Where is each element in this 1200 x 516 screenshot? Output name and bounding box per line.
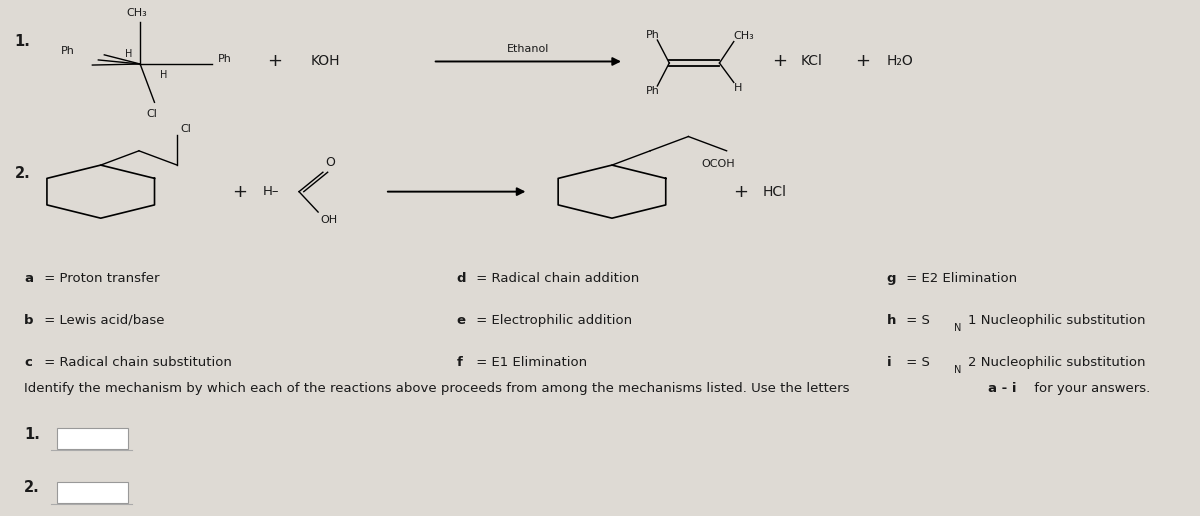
Text: e: e [457, 314, 466, 327]
Text: 1 Nucleophilic substitution: 1 Nucleophilic substitution [968, 314, 1145, 327]
Text: N: N [954, 323, 961, 333]
Text: f: f [457, 356, 462, 368]
Text: H: H [125, 49, 132, 59]
Text: Ph: Ph [646, 30, 660, 40]
Text: a - i: a - i [988, 382, 1016, 395]
Text: CH₃: CH₃ [126, 8, 146, 18]
Text: OH: OH [320, 215, 337, 225]
Text: Cl: Cl [181, 124, 192, 135]
FancyBboxPatch shape [56, 481, 128, 503]
Text: Cl: Cl [146, 109, 157, 119]
Text: H: H [733, 83, 742, 92]
Text: H: H [161, 70, 168, 80]
Text: 1.: 1. [24, 427, 40, 442]
Text: = Radical chain substitution: = Radical chain substitution [40, 356, 232, 368]
Text: +: + [772, 53, 787, 71]
Text: c: c [24, 356, 32, 368]
Text: = E2 Elimination: = E2 Elimination [902, 272, 1018, 285]
Text: KCl: KCl [800, 55, 822, 69]
FancyBboxPatch shape [56, 428, 128, 449]
Text: CH₃: CH₃ [733, 31, 755, 41]
Text: H₂O: H₂O [887, 55, 913, 69]
Text: = S: = S [902, 314, 930, 327]
Text: = E1 Elimination: = E1 Elimination [472, 356, 587, 368]
Text: N: N [954, 365, 961, 375]
Text: +: + [232, 183, 247, 201]
Text: = Proton transfer: = Proton transfer [40, 272, 160, 285]
Text: OCOH: OCOH [702, 159, 736, 169]
Text: d: d [457, 272, 466, 285]
Text: 2.: 2. [24, 480, 40, 495]
Text: 2.: 2. [14, 166, 30, 181]
Text: 1.: 1. [14, 34, 30, 49]
Text: HCl: HCl [762, 185, 786, 199]
Text: = Electrophilic addition: = Electrophilic addition [472, 314, 632, 327]
Text: Identify the mechanism by which each of the reactions above proceeds from among : Identify the mechanism by which each of … [24, 382, 854, 395]
Text: +: + [733, 183, 749, 201]
Text: +: + [268, 53, 283, 71]
Text: b: b [24, 314, 34, 327]
Text: i: i [887, 356, 892, 368]
Text: for your answers.: for your answers. [1030, 382, 1151, 395]
Text: H–: H– [263, 185, 280, 198]
Text: = S: = S [902, 356, 930, 368]
Text: a: a [24, 272, 34, 285]
Text: Ethanol: Ethanol [508, 44, 550, 54]
Text: +: + [856, 53, 870, 71]
Text: = Lewis acid/base: = Lewis acid/base [40, 314, 164, 327]
Text: h: h [887, 314, 896, 327]
Text: 2 Nucleophilic substitution: 2 Nucleophilic substitution [968, 356, 1145, 368]
Text: Ph: Ph [217, 54, 232, 64]
Text: O: O [325, 156, 335, 169]
Text: = Radical chain addition: = Radical chain addition [472, 272, 640, 285]
Text: Ph: Ph [646, 86, 660, 96]
Text: KOH: KOH [311, 55, 341, 69]
Text: g: g [887, 272, 896, 285]
Text: Ph: Ph [60, 46, 74, 56]
